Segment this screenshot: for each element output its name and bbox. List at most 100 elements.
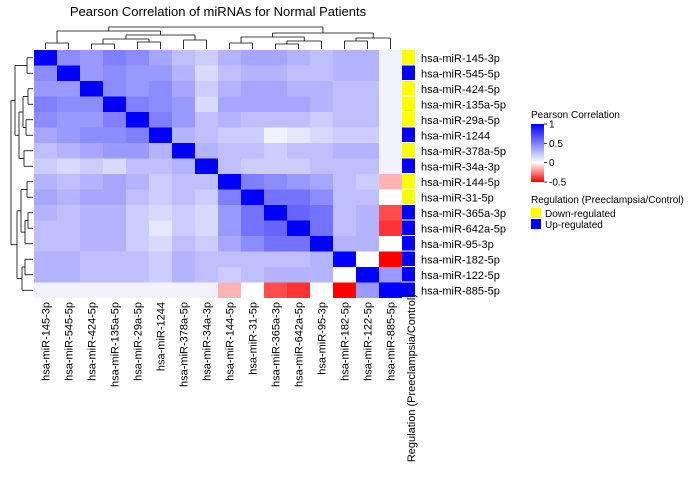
- heatmap-cell: [310, 65, 333, 81]
- heatmap-cell: [126, 81, 149, 97]
- heatmap-cell: [264, 220, 287, 236]
- heatmap-cell: [80, 50, 103, 66]
- heatmap-cell: [218, 267, 241, 283]
- heatmap-cell: [126, 50, 149, 66]
- heatmap-cell: [34, 189, 57, 205]
- heatmap-cell: [103, 81, 126, 97]
- row-labels: hsa-miR-145-3p hsa-miR-545-5p hsa-miR-424-…: [421, 53, 506, 298]
- heatmap-cell: [34, 251, 57, 267]
- heatmap-cell: [379, 127, 402, 143]
- heatmap-cell: [218, 174, 241, 190]
- legend-tick-label: 0.5: [549, 139, 563, 150]
- heatmap-cell: [126, 236, 149, 252]
- heatmap-cell: [356, 96, 379, 112]
- heatmap-cell: [195, 189, 218, 205]
- heatmap-cell: [80, 236, 103, 252]
- heatmap-cell: [195, 50, 218, 66]
- heatmap-cell: [218, 282, 241, 298]
- regulation-legend-label: Down-regulated: [545, 209, 616, 220]
- heatmap-cell: [333, 282, 356, 298]
- annotation-cell: [402, 143, 415, 158]
- heatmap-cell: [149, 96, 172, 112]
- heatmap-cell: [80, 267, 103, 283]
- heatmap-cell: [310, 143, 333, 159]
- heatmap-cell: [57, 158, 80, 174]
- row-label: hsa-miR-122-5p: [421, 270, 500, 282]
- heatmap-cell: [356, 205, 379, 221]
- heatmap-cell: [356, 112, 379, 128]
- heatmap-cell: [241, 158, 264, 174]
- heatmap-cell: [310, 50, 333, 66]
- heatmap-cell: [172, 65, 195, 81]
- heatmap-cell: [195, 174, 218, 190]
- heatmap-cell: [333, 143, 356, 159]
- heatmap-cell: [333, 205, 356, 221]
- annotation-cell: [402, 251, 415, 266]
- heatmap-cell: [356, 282, 379, 298]
- heatmap-cells: [34, 50, 402, 298]
- heatmap-cell: [379, 174, 402, 190]
- heatmap-cell: [103, 127, 126, 143]
- column-label: hsa-miR-545-5p: [64, 302, 76, 381]
- heatmap-cell: [333, 220, 356, 236]
- heatmap-cell: [356, 50, 379, 66]
- column-label: hsa-miR-642a-5p: [294, 302, 306, 387]
- heatmap-cell: [264, 236, 287, 252]
- heatmap-cell: [287, 127, 310, 143]
- column-label: hsa-miR-144-5p: [225, 302, 237, 381]
- heatmap-cell: [287, 236, 310, 252]
- heatmap-cell: [264, 251, 287, 267]
- heatmap-cell: [80, 174, 103, 190]
- heatmap-cell: [264, 96, 287, 112]
- heatmap-cell: [103, 282, 126, 298]
- heatmap-cell: [149, 267, 172, 283]
- heatmap-cell: [333, 112, 356, 128]
- heatmap-cell: [126, 158, 149, 174]
- heatmap-cell: [57, 267, 80, 283]
- heatmap-cell: [172, 112, 195, 128]
- heatmap-cell: [57, 220, 80, 236]
- heatmap-cell: [57, 205, 80, 221]
- column-labels: hsa-miR-145-3p hsa-miR-545-5p hsa-miR-424-…: [41, 302, 398, 387]
- row-label: hsa-miR-34a-3p: [421, 161, 500, 173]
- column-label: hsa-miR-182-5p: [340, 302, 352, 381]
- correlation-legend-title: Pearson Correlation: [531, 110, 620, 121]
- heatmap-cell: [172, 267, 195, 283]
- heatmap-cell: [310, 189, 333, 205]
- heatmap-cell: [80, 158, 103, 174]
- annotation-cell: [402, 96, 415, 111]
- heatmap-cell: [333, 236, 356, 252]
- heatmap-cell: [195, 81, 218, 97]
- heatmap-cell: [195, 143, 218, 159]
- heatmap-cell: [333, 96, 356, 112]
- heatmap-cell: [149, 251, 172, 267]
- heatmap-cell: [34, 81, 57, 97]
- heatmap-cell: [80, 127, 103, 143]
- heatmap-cell: [218, 143, 241, 159]
- heatmap-cell: [356, 174, 379, 190]
- annotation-cell: [402, 174, 415, 189]
- heatmap-cell: [264, 112, 287, 128]
- annotation-cell: [402, 282, 415, 297]
- heatmap-cell: [126, 282, 149, 298]
- heatmap-cell: [241, 96, 264, 112]
- heatmap-cell: [172, 189, 195, 205]
- heatmap-cell: [34, 220, 57, 236]
- heatmap-cell: [287, 158, 310, 174]
- heatmap-cell: [241, 251, 264, 267]
- heatmap-cell: [34, 205, 57, 221]
- heatmap-cell: [149, 143, 172, 159]
- heatmap-cell: [264, 174, 287, 190]
- heatmap-cell: [218, 112, 241, 128]
- heatmap-cell: [149, 189, 172, 205]
- heatmap-cell: [356, 65, 379, 81]
- heatmap-cell: [103, 251, 126, 267]
- heatmap-cell: [172, 96, 195, 112]
- annotation-cell: [402, 236, 415, 251]
- heatmap-cell: [241, 220, 264, 236]
- annotation-cell: [402, 158, 415, 173]
- heatmap-cell: [149, 50, 172, 66]
- heatmap-cell: [172, 50, 195, 66]
- legend-tick-label: -0.5: [549, 178, 567, 189]
- annotation-cell: [402, 189, 415, 204]
